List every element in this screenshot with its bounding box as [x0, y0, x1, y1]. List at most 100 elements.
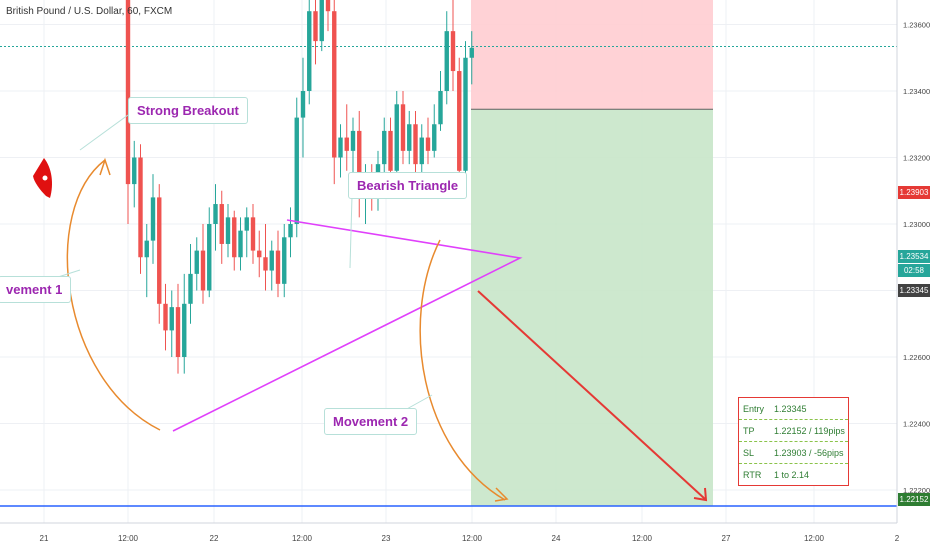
- stop-loss-price-tag: 1.23903: [898, 186, 930, 199]
- stats-row-sl: SL 1.23903 / -56pips: [739, 442, 848, 464]
- x-tick-label: 22: [210, 534, 219, 543]
- candle-body: [213, 204, 218, 224]
- x-tick-label: 27: [722, 534, 731, 543]
- candle-body: [175, 307, 181, 357]
- movement-1-arrowhead: [99, 157, 111, 176]
- bearish-triangle-shape: [172, 219, 523, 432]
- candle-body: [388, 130, 393, 171]
- y-tick-label: 1.23200: [903, 154, 930, 163]
- take-profit-zone: [471, 109, 713, 506]
- candle-body: [438, 91, 443, 125]
- stats-row-tp: TP 1.22152 / 119pips: [739, 420, 848, 442]
- x-tick-label: 12:00: [632, 534, 653, 543]
- y-tick-label: 1.22600: [903, 353, 930, 362]
- movement-2-callout-pointer: [404, 394, 433, 411]
- y-tick-label: 1.23600: [903, 21, 930, 30]
- entry-price-tag: 1.23345: [898, 284, 930, 297]
- candle-body: [238, 230, 243, 258]
- candle-body: [194, 250, 199, 274]
- y-tick-label: 1.23400: [903, 87, 930, 96]
- stats-label: TP: [743, 425, 755, 436]
- candle-body: [200, 250, 206, 291]
- candle-body: [350, 130, 356, 151]
- candle-body: [325, 0, 331, 12]
- candle-body: [425, 137, 431, 151]
- candle-body: [319, 0, 324, 42]
- annotation-movement-2[interactable]: Movement 2: [324, 408, 418, 435]
- stats-label: Entry: [743, 403, 765, 414]
- stats-value: 1.23345: [774, 403, 807, 414]
- candle-body: [450, 31, 456, 72]
- candle-body: [288, 224, 293, 238]
- x-tick-label: 21: [40, 534, 49, 543]
- candle-body: [332, 11, 337, 158]
- candle-body: [394, 104, 399, 171]
- candle-body: [182, 303, 187, 357]
- candle-body: [419, 137, 424, 165]
- take-profit-price-tag: 1.22152: [898, 493, 930, 506]
- x-tick-label: 23: [382, 534, 391, 543]
- target-arrow-head: [693, 487, 708, 502]
- movement-1-curve: [66, 159, 161, 431]
- candle-body: [357, 130, 362, 198]
- candle-body: [294, 117, 299, 224]
- candle-body: [269, 250, 274, 271]
- last-price-tag: 1.23534: [898, 250, 930, 263]
- candle-body: [219, 204, 224, 244]
- annotation-movement-1[interactable]: vement 1: [0, 276, 72, 303]
- candle-body: [432, 124, 437, 151]
- candle-body: [313, 11, 318, 42]
- target-arrow: [477, 290, 706, 500]
- candle-body: [382, 130, 387, 165]
- stop-loss-zone: [471, 0, 713, 110]
- candle-body: [275, 250, 281, 284]
- candle-body: [169, 307, 174, 331]
- candle-body: [244, 217, 249, 231]
- candle-body: [463, 57, 468, 171]
- annotation-bearish-triangle[interactable]: Bearish Triangle: [348, 172, 468, 199]
- stats-value: 1 to 2.14: [774, 469, 810, 480]
- stats-value: 1.23903 / -56pips: [774, 447, 844, 458]
- candle-body: [138, 157, 143, 258]
- candle-body: [282, 237, 287, 284]
- triangle-callout-pointer: [349, 195, 353, 269]
- candle-body: [132, 157, 137, 185]
- candle-body: [400, 104, 406, 151]
- movement-2-curve: [419, 239, 506, 501]
- x-tick-label: 24: [552, 534, 561, 543]
- candle-body: [338, 137, 343, 158]
- candle-body: [263, 257, 268, 271]
- breakout-callout-pointer: [79, 114, 129, 151]
- x-tick-label: 2: [895, 534, 900, 543]
- candle-body: [125, 0, 131, 185]
- x-tick-label: 12:00: [462, 534, 483, 543]
- x-tick-label: 12:00: [804, 534, 825, 543]
- candle-body: [163, 303, 168, 331]
- candle-body: [144, 240, 149, 258]
- candle-body: [150, 197, 156, 241]
- candle-body: [257, 250, 262, 258]
- stats-label: RTR: [743, 469, 762, 480]
- stats-value: 1.22152 / 119pips: [774, 425, 845, 436]
- candle-body: [157, 197, 162, 304]
- candle-body: [407, 124, 412, 151]
- candle-body: [469, 47, 474, 58]
- y-tick-label: 1.22200: [903, 486, 930, 495]
- candle-body: [444, 31, 449, 91]
- trade-stats-box: Entry 1.23345 TP 1.22152 / 119pips SL 1.239…: [738, 397, 849, 486]
- candle-body: [225, 217, 231, 244]
- annotation-strong-breakout[interactable]: Strong Breakout: [128, 97, 248, 124]
- stats-label: SL: [743, 447, 755, 458]
- candle-body: [188, 273, 193, 304]
- candle-body: [207, 224, 212, 291]
- trade-zones: [471, 0, 713, 506]
- rocket-icon-window: [42, 175, 48, 181]
- x-tick-label: 12:00: [292, 534, 313, 543]
- y-tick-label: 1.22400: [903, 420, 930, 429]
- movement-2-arrowhead: [494, 487, 509, 502]
- stats-row-entry: Entry 1.23345: [739, 398, 848, 420]
- stats-row-rtr: RTR 1 to 2.14: [739, 464, 848, 485]
- symbol-title: British Pound / U.S. Dollar, 60, FXCM: [6, 6, 173, 17]
